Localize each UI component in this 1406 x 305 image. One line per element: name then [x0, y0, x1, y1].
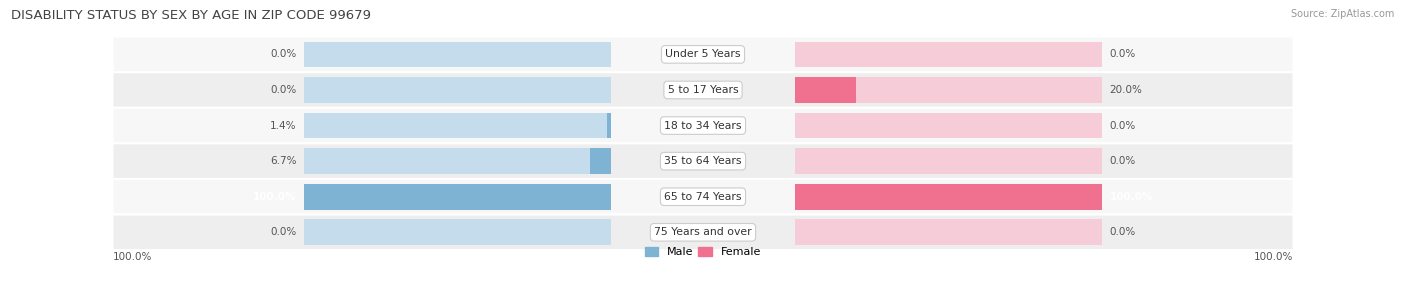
Text: 1.4%: 1.4% — [270, 120, 297, 131]
Bar — [304, 77, 612, 103]
Text: 20.0%: 20.0% — [1109, 85, 1142, 95]
Bar — [794, 220, 1102, 245]
Text: 0.0%: 0.0% — [1109, 120, 1136, 131]
Text: 0.0%: 0.0% — [1109, 156, 1136, 166]
Text: 0.0%: 0.0% — [1109, 49, 1136, 59]
Bar — [794, 184, 1102, 210]
Bar — [591, 148, 612, 174]
Text: Under 5 Years: Under 5 Years — [665, 49, 741, 59]
Legend: Male, Female: Male, Female — [641, 242, 765, 262]
Text: 0.0%: 0.0% — [270, 85, 297, 95]
Bar — [794, 41, 1102, 67]
Bar — [794, 77, 856, 103]
FancyBboxPatch shape — [112, 179, 1294, 214]
Text: 0.0%: 0.0% — [270, 227, 297, 237]
Text: 100.0%: 100.0% — [112, 252, 152, 262]
Bar — [304, 220, 612, 245]
Bar — [794, 148, 1102, 174]
Bar — [794, 77, 1102, 103]
Text: Source: ZipAtlas.com: Source: ZipAtlas.com — [1291, 9, 1395, 19]
FancyBboxPatch shape — [112, 143, 1294, 179]
Text: 18 to 34 Years: 18 to 34 Years — [664, 120, 742, 131]
Text: DISABILITY STATUS BY SEX BY AGE IN ZIP CODE 99679: DISABILITY STATUS BY SEX BY AGE IN ZIP C… — [11, 9, 371, 22]
Text: 0.0%: 0.0% — [270, 49, 297, 59]
Bar — [304, 184, 612, 210]
Bar — [304, 113, 612, 138]
Bar — [794, 184, 1102, 210]
Bar — [304, 41, 612, 67]
Text: 75 Years and over: 75 Years and over — [654, 227, 752, 237]
Bar — [794, 113, 1102, 138]
Text: 65 to 74 Years: 65 to 74 Years — [664, 192, 742, 202]
Text: 35 to 64 Years: 35 to 64 Years — [664, 156, 742, 166]
Text: 6.7%: 6.7% — [270, 156, 297, 166]
Text: 100.0%: 100.0% — [253, 192, 297, 202]
Bar — [304, 148, 612, 174]
Text: 100.0%: 100.0% — [1109, 192, 1153, 202]
FancyBboxPatch shape — [112, 72, 1294, 108]
FancyBboxPatch shape — [112, 108, 1294, 143]
FancyBboxPatch shape — [112, 37, 1294, 72]
Text: 100.0%: 100.0% — [1254, 252, 1294, 262]
Text: 0.0%: 0.0% — [1109, 227, 1136, 237]
Bar — [606, 113, 612, 138]
Text: 5 to 17 Years: 5 to 17 Years — [668, 85, 738, 95]
FancyBboxPatch shape — [112, 214, 1294, 250]
Bar — [304, 184, 612, 210]
